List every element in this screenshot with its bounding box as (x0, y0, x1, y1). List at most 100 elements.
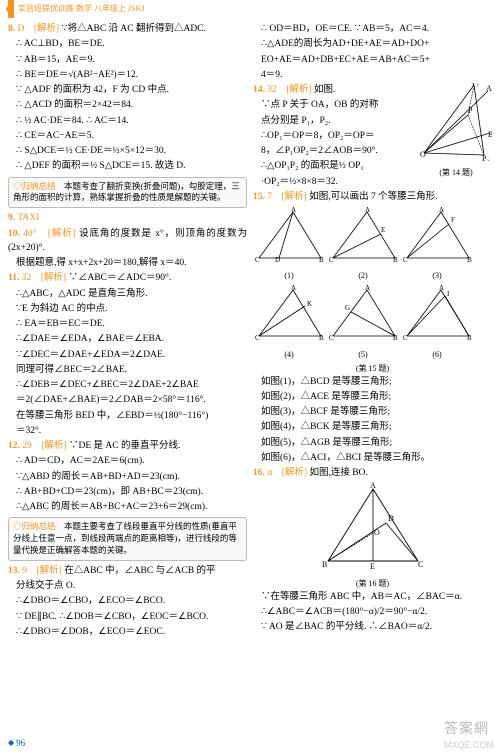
svg-text:D: D (388, 514, 394, 523)
q11-l3: ∴ EA＝EB＝EC＝DE. (8, 317, 247, 331)
q15-d0: 如图(1)，△BCD 是等腰三角形; (253, 375, 492, 389)
q10-head: 10. 40° [解析] 设底角的度数是 x°，则顶角的度数为(2x+20)°. (8, 227, 247, 256)
q15-figcap: (第 15 题) (253, 363, 492, 375)
two-column-layout: 8. D [解析] ∵将△ABC 沿 AC 翻折得到△ADC. ∴ AC⊥BD，… (0, 18, 500, 640)
q13-l4: ∴∠DBO＝∠DOB，∠ECO＝∠EOC. (8, 625, 247, 639)
svg-text:A: A (486, 84, 492, 93)
svg-text:C: C (329, 334, 334, 342)
q13-l2: ∴∠DBO＝∠CBO，∠ECO＝∠BCO. (8, 594, 247, 608)
q14-head: 14. 32 [解析] 如图. (253, 83, 418, 97)
svg-text:B: B (393, 334, 398, 342)
q13-l1: 分线交于点 O. (8, 579, 247, 593)
q9: 9. TAXI (8, 211, 247, 225)
svg-text:F: F (451, 216, 455, 224)
isotri-2: ACEB (327, 206, 399, 264)
q15-d5: 如图(6)，△ACI，△BCI 是等腰三角形。 (253, 451, 492, 465)
q11-l10: ＝32°. (8, 424, 247, 438)
svg-text:A: A (291, 284, 296, 292)
q12-l4: ∴△ABC 的周长＝AB+BC+AC＝23+6＝29(cm). (8, 500, 247, 514)
q8-head: 8. D [解析] ∵将△ABC 沿 AC 翻折得到△ADC. (8, 22, 247, 36)
svg-text:P: P (468, 106, 473, 115)
r-pre2: EO+AE＝AD+DB+EC+AE＝AB+AC＝5+ (253, 53, 492, 67)
isotri-1: ACDB (253, 206, 325, 264)
svg-text:C: C (403, 256, 408, 264)
svg-text:A: A (439, 284, 444, 292)
svg-text:P₂: P₂ (482, 154, 489, 161)
header-text: 实验班提优训练 数学 八年级上 JSKJ (18, 3, 144, 15)
svg-text:O: O (374, 528, 380, 537)
q16-l0: ∵在等腰三角形 ABC 中，AB＝AC，∠BAC＝α. (253, 590, 492, 604)
q12-l2: ∵△ABD 的周长＝AB+BD+AD＝23(cm). (8, 470, 247, 484)
isoceles-bisector-diagram: A B C DO E (318, 481, 428, 571)
q11-l7: ∴∠DEB＝∠DEC+∠BEC＝2∠DAE+2∠BAE (8, 378, 247, 392)
q8-l8: ∴ S△DCE＝½ CE·DE＝½×5×12＝30. (8, 144, 247, 158)
svg-text:E: E (370, 562, 375, 571)
q15-d2: 如图(3)，△BCF 是等腰三角形; (253, 405, 492, 419)
q16-head: 16. α [解析] 如图,连接 BO. (253, 466, 492, 480)
q12-l3: ∴ AB+BD+CD＝23(cm)，即 AB+BC＝23(cm). (8, 485, 247, 499)
isotri-6: AICB (401, 284, 473, 342)
q14-l5: ∴△OP₁P₂ 的面积是½ OP₁ (253, 159, 418, 173)
svg-text:K: K (307, 300, 312, 308)
svg-text:C: C (329, 256, 334, 264)
svg-text:B: B (488, 130, 492, 139)
q14-l4: 8，∠P₁OP₂＝2∠AOB＝90°. (253, 144, 418, 158)
svg-text:B: B (467, 256, 472, 264)
svg-text:G: G (345, 304, 350, 312)
page-number: 96 (8, 737, 25, 751)
q14-l3: ∴OP₁＝OP＝8，OP₂＝OP＝ (253, 129, 418, 143)
q14-l2: 点分别是 P₁，P₂. (253, 114, 418, 128)
q15-head: 15. 7 [解析] 如图,可以画出 7 个等腰三角形. (253, 190, 492, 204)
q11-l6: 同理可得∠BEC＝2∠BAE. (8, 363, 247, 377)
q8-l5: ∴ △ACD 的面积＝2×42＝84. (8, 98, 247, 112)
q16-l2: ∵ AO 是∠BAC 的平分线. ∴∠BAO＝α/2. (253, 620, 492, 634)
svg-text:O: O (420, 150, 426, 159)
q12-l1: ∴ AD＝CD，AC＝2AE＝6(cm). (8, 454, 247, 468)
q11-head: 11. 32 [解析] ∵∠ABC＝∠ADC＝90°. (8, 271, 247, 285)
q11-l1: ∴△ABC，△ADC 是直角三角形. (8, 287, 247, 301)
summary-box-8: ◇归纳总结 本题考查了翻折变换(折叠问题)，勾股定理，三角形的面积的计算，熟练掌… (8, 177, 247, 209)
q10-l2: 根据题意,得 x+x+2x+20＝180,解得 x＝40. (8, 256, 247, 270)
q11-l2: ∵E 为斜边 AC 的中点. (8, 302, 247, 316)
svg-text:A: A (291, 206, 296, 214)
svg-text:C: C (418, 560, 423, 569)
q14-l6: ·OP₂＝½×8×8＝32. (253, 175, 418, 189)
watermark: 答案網MXQE.COM (444, 718, 494, 753)
q16-figure: ABC DOE (第 16 题) (253, 481, 492, 589)
svg-text:B: B (322, 560, 327, 569)
q13-l3: ∵ DE∥BC. ∴∠DOB＝∠CBO，∠EOC＝∠BCO. (8, 610, 247, 624)
q8-l9: ∴ △DEF 的面积＝½ S△DCE＝15. 故选 D. (8, 159, 247, 173)
q11-l9: 在等腰三角形 BED 中，∠EBD＝½(180°−116°) (8, 409, 247, 423)
q8-l3: ∴ BE＝DE＝√(AB²−AE²)＝12. (8, 68, 247, 82)
svg-text:E: E (381, 226, 385, 234)
svg-text:C: C (255, 334, 260, 342)
left-column: 8. D [解析] ∵将△ABC 沿 AC 翻折得到△ADC. ∴ AC⊥BD，… (8, 22, 247, 640)
r-pre3: 4＝9. (253, 68, 492, 82)
svg-text:A: A (365, 284, 370, 292)
svg-text:C: C (255, 256, 260, 264)
page-header: 实验班提优训练 数学 八年级上 JSKJ (0, 0, 500, 18)
svg-text:A: A (370, 481, 376, 490)
q8-l4: ∵ △ADF 的面积为 42，F 为 CD 中点. (8, 83, 247, 97)
q11-l5: ∵∠DEC＝∠DAE+∠EDA＝2∠DAE. (8, 348, 247, 362)
q8-l7: ∴ CE＝AC−AE＝5. (8, 129, 247, 143)
q14-figcap: (第 14 题) (420, 167, 492, 179)
right-column: ∴ OD＝BD，OE＝CE. ∵ AB＝5，AC＝4. ∴△ADE的周长为AD+… (253, 22, 492, 640)
svg-text:B: B (319, 256, 324, 264)
q15-d4: 如图(5)，△AGB 是等腰三角形; (253, 436, 492, 450)
q14-block: 14. 32 [解析] 如图. ∵点 P 关于 OA，OB 的对称 点分别是 P… (253, 83, 492, 190)
q13-head: 13. 9 [解析] 在△ABC 中，∠ABC 与∠ACB 的平 (8, 564, 247, 578)
q12-head: 12. 29 [解析] ∵DE 是 AC 的垂直平分线. (8, 439, 247, 453)
svg-text:I: I (447, 290, 450, 298)
svg-text:B: B (319, 334, 324, 342)
isotri-3: A C F B (401, 206, 473, 264)
isotri-4: A C K B (253, 284, 325, 342)
r-pre0: ∴ OD＝BD，OE＝CE. ∵ AB＝5，AC＝4. (253, 22, 492, 36)
q8-l2: ∵ AB＝15，AE＝9. (8, 53, 247, 67)
q15-figs-row2: ACKB(4) ACGB(5) AICB(6) (253, 284, 492, 360)
q15-d1: 如图(2)，△ACE 是等腰三角形; (253, 390, 492, 404)
angle-reflection-diagram: O A B P P₁ P₂ (420, 83, 492, 161)
svg-text:A: A (439, 206, 444, 214)
svg-text:P₁: P₁ (472, 83, 479, 87)
q8-l6: ∴ ½ AC·DE＝84. ∴ AC＝14. (8, 114, 247, 128)
